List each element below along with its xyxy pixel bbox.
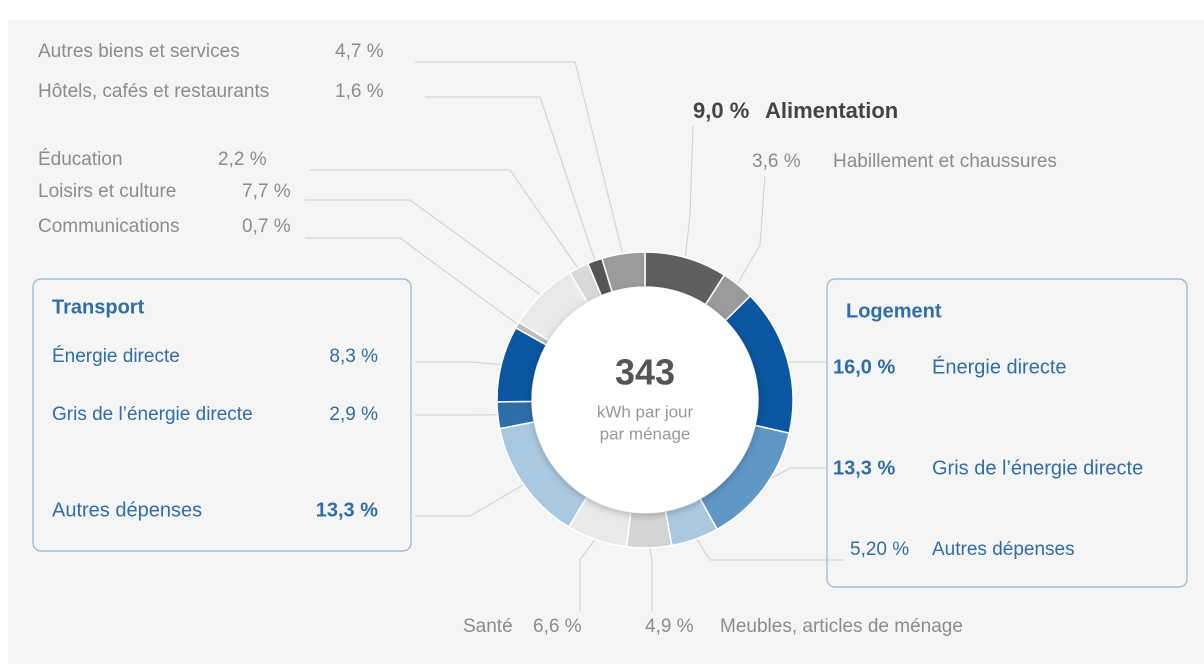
segment-value: 5,20 % bbox=[850, 539, 909, 560]
segment-name: Meubles, articles de ménage bbox=[720, 616, 963, 637]
group-title: Transport bbox=[52, 296, 145, 318]
segment-value: 2,9 % bbox=[329, 404, 378, 425]
segment-value: 4,9 % bbox=[645, 616, 694, 637]
segment-name: Énergie directe bbox=[52, 346, 180, 367]
segment-value: 2,2 % bbox=[218, 149, 267, 170]
segment-value: 4,7 % bbox=[335, 41, 384, 62]
segment-value: 13,3 % bbox=[833, 457, 895, 479]
segment-value: 7,7 % bbox=[242, 181, 291, 202]
segment-name: Autres dépenses bbox=[52, 499, 202, 521]
center-label: kWh par jour bbox=[597, 402, 694, 421]
center-value: 343 bbox=[615, 352, 675, 393]
center-disc bbox=[532, 287, 758, 513]
segment-value: 8,3 % bbox=[329, 346, 378, 367]
segment-name: Éducation bbox=[38, 149, 123, 170]
segment-name: Alimentation bbox=[765, 98, 898, 123]
segment-value: 16,0 % bbox=[833, 356, 895, 378]
segment-name: Communications bbox=[38, 216, 180, 237]
segment-name: Autres dépenses bbox=[932, 539, 1075, 560]
segment-value: 6,6 % bbox=[533, 616, 582, 637]
group-title: Logement bbox=[846, 300, 942, 322]
segment-name: Hôtels, cafés et restaurants bbox=[38, 81, 269, 102]
segment-name: Habillement et chaussures bbox=[833, 151, 1057, 172]
segment-name: Autres biens et services bbox=[38, 41, 240, 62]
segment-name: Gris de l’énergie directe bbox=[932, 457, 1143, 479]
segment-value: 3,6 % bbox=[752, 151, 801, 172]
segment-name: Santé bbox=[463, 616, 513, 637]
segment-value: 13,3 % bbox=[316, 499, 378, 521]
center-label: par ménage bbox=[600, 424, 691, 443]
segment-value: 0,7 % bbox=[242, 216, 291, 237]
segment-name: Loisirs et culture bbox=[38, 181, 176, 202]
segment-value: 1,6 % bbox=[335, 81, 384, 102]
segment-name: Énergie directe bbox=[932, 355, 1067, 378]
segment-value: 9,0 % bbox=[693, 98, 749, 123]
segment-name: Gris de l’énergie directe bbox=[52, 404, 253, 425]
segment bbox=[626, 511, 671, 548]
